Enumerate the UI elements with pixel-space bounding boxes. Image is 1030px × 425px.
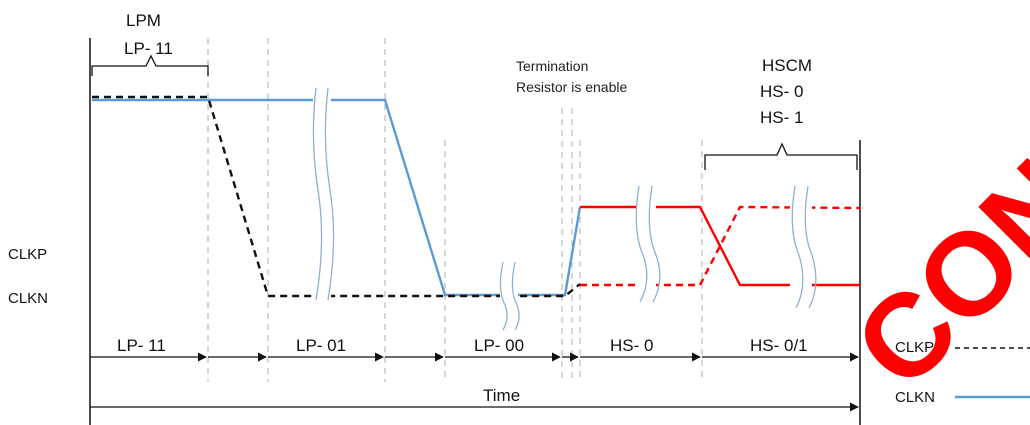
state-label: LP- 00 bbox=[474, 336, 524, 355]
lp11-top-label: LP- 11 bbox=[124, 39, 173, 58]
hscm-brace bbox=[704, 142, 858, 170]
hs0-top-label: HS- 0 bbox=[760, 82, 803, 101]
legend: CLKP CLKN bbox=[895, 339, 1030, 406]
state-label: LP- 01 bbox=[296, 336, 346, 355]
clkn-side-label: CLKN bbox=[8, 290, 48, 307]
clkp-side-label: CLKP bbox=[8, 246, 47, 263]
hscm-label: HSCM bbox=[762, 56, 812, 75]
state-label: HS- 0 bbox=[610, 336, 653, 355]
break-marks bbox=[312, 87, 817, 331]
lpm-label: LPM bbox=[126, 11, 161, 30]
termination-label-line2: Resistor is enable bbox=[516, 79, 627, 95]
termination-label-line1: Termination bbox=[516, 58, 588, 74]
guide-lines bbox=[207, 38, 703, 382]
state-arrows bbox=[90, 352, 859, 412]
hs-clk-solid bbox=[580, 205, 860, 287]
state-label: LP- 11 bbox=[117, 336, 166, 355]
hs1-top-label: HS- 1 bbox=[760, 108, 803, 127]
clkp-waveform bbox=[92, 95, 581, 298]
legend-clkp-label: CLKP bbox=[895, 339, 934, 356]
waveforms bbox=[92, 95, 861, 298]
clkn-waveform bbox=[92, 98, 582, 297]
legend-clkn-label: CLKN bbox=[895, 389, 935, 406]
state-label: HS- 0/1 bbox=[750, 336, 808, 355]
time-label: Time bbox=[483, 386, 520, 405]
lpm-brace bbox=[91, 54, 209, 76]
